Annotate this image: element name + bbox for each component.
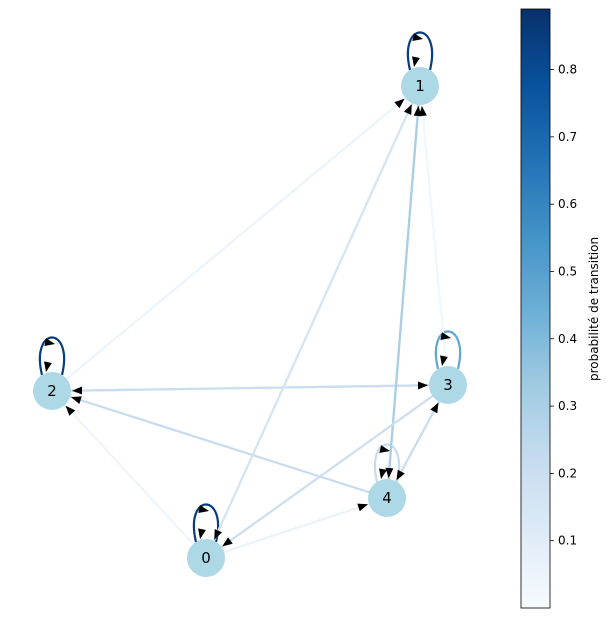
arrowhead-4-to-2 [71,396,82,404]
edge-3-to-1 [418,85,450,386]
node-label: 0 [201,549,211,567]
arrowhead-3-to-3 [440,332,451,340]
node-circle [401,67,439,105]
node-1: 1 [401,67,439,105]
colorbar-tick-label: 0.1 [558,534,577,548]
node-circle [33,372,71,410]
colorbar: 0.1 0.2 0.3 0.4 0.5 0.6 0.7 0.8 probabilité de … [520,8,601,609]
arrowhead-1-to-1 [412,56,420,67]
edge-3-to-2 [51,383,449,393]
node-label: 1 [415,77,425,95]
nodes-layer: 0 1 2 3 4 [33,67,467,577]
arrowhead-4-to-4 [379,445,390,453]
edge-2-to-1 [51,85,421,392]
arrowhead-4-to-1 [413,105,422,117]
node-label: 4 [382,489,392,507]
arrowhead-1-to-0 [214,529,223,540]
arrowhead-4-to-3 [430,402,439,414]
edge-1-to-0 [204,85,422,559]
node-3: 3 [429,366,467,404]
node-circle [368,479,406,517]
arrowheads-layer [44,33,451,547]
edge-3-to-4 [386,384,449,499]
colorbar-label: probabilité de transition [587,237,601,381]
arrowhead-0-to-4 [357,503,369,512]
colorbar-ticks: 0.1 0.2 0.3 0.4 0.5 0.6 0.7 0.8 [550,63,577,548]
colorbar-tick-label: 0.5 [558,264,577,278]
arrowhead-0-to-1 [403,104,412,115]
edge-0-to-4 [205,496,388,560]
edge-1-to-1 [406,31,434,71]
node-0: 0 [187,539,225,577]
colorbar-tick-label: 0.6 [558,197,577,211]
arrowhead-2-to-1 [394,98,405,109]
colorbar-tick-label: 0.8 [558,63,577,77]
arrowhead-4-to-4 [379,468,387,479]
arrowhead-0-to-0 [198,505,209,513]
arrowhead-3-to-2 [71,386,83,395]
edge-0-to-0 [192,503,220,543]
arrowhead-3-to-3 [440,355,448,366]
edge-3-to-0 [205,384,449,559]
edge-4-to-4 [373,443,401,483]
edge-0-to-2 [51,390,207,559]
node-circle [187,539,225,577]
node-label: 3 [443,376,453,394]
node-label: 2 [47,382,57,400]
node-circle [429,366,467,404]
arrowhead-0-to-0 [198,528,206,539]
edge-4-to-2 [51,389,388,500]
arrowhead-3-to-4 [396,469,405,481]
arrowhead-2-to-2 [44,338,55,346]
colorbar-tick-label: 0.3 [558,399,577,413]
colorbar-tick-label: 0.4 [558,332,577,346]
edge-2-to-2 [38,336,66,376]
arrowhead-2-to-3 [417,381,429,390]
node-2: 2 [33,372,71,410]
arrowhead-0-to-2 [65,405,76,416]
arrowhead-1-to-4 [385,467,394,479]
arrowhead-3-to-0 [222,537,233,547]
edge-1-to-4 [385,85,422,499]
arrowhead-1-to-1 [412,33,423,41]
arrowhead-3-to-1 [418,105,427,117]
colorbar-tick-label: 0.2 [558,466,577,480]
colorbar-tick-label: 0.7 [558,130,577,144]
edge-3-to-3 [434,330,462,370]
node-4: 4 [368,479,406,517]
arrowhead-2-to-2 [44,361,52,372]
colorbar-gradient [520,8,551,609]
